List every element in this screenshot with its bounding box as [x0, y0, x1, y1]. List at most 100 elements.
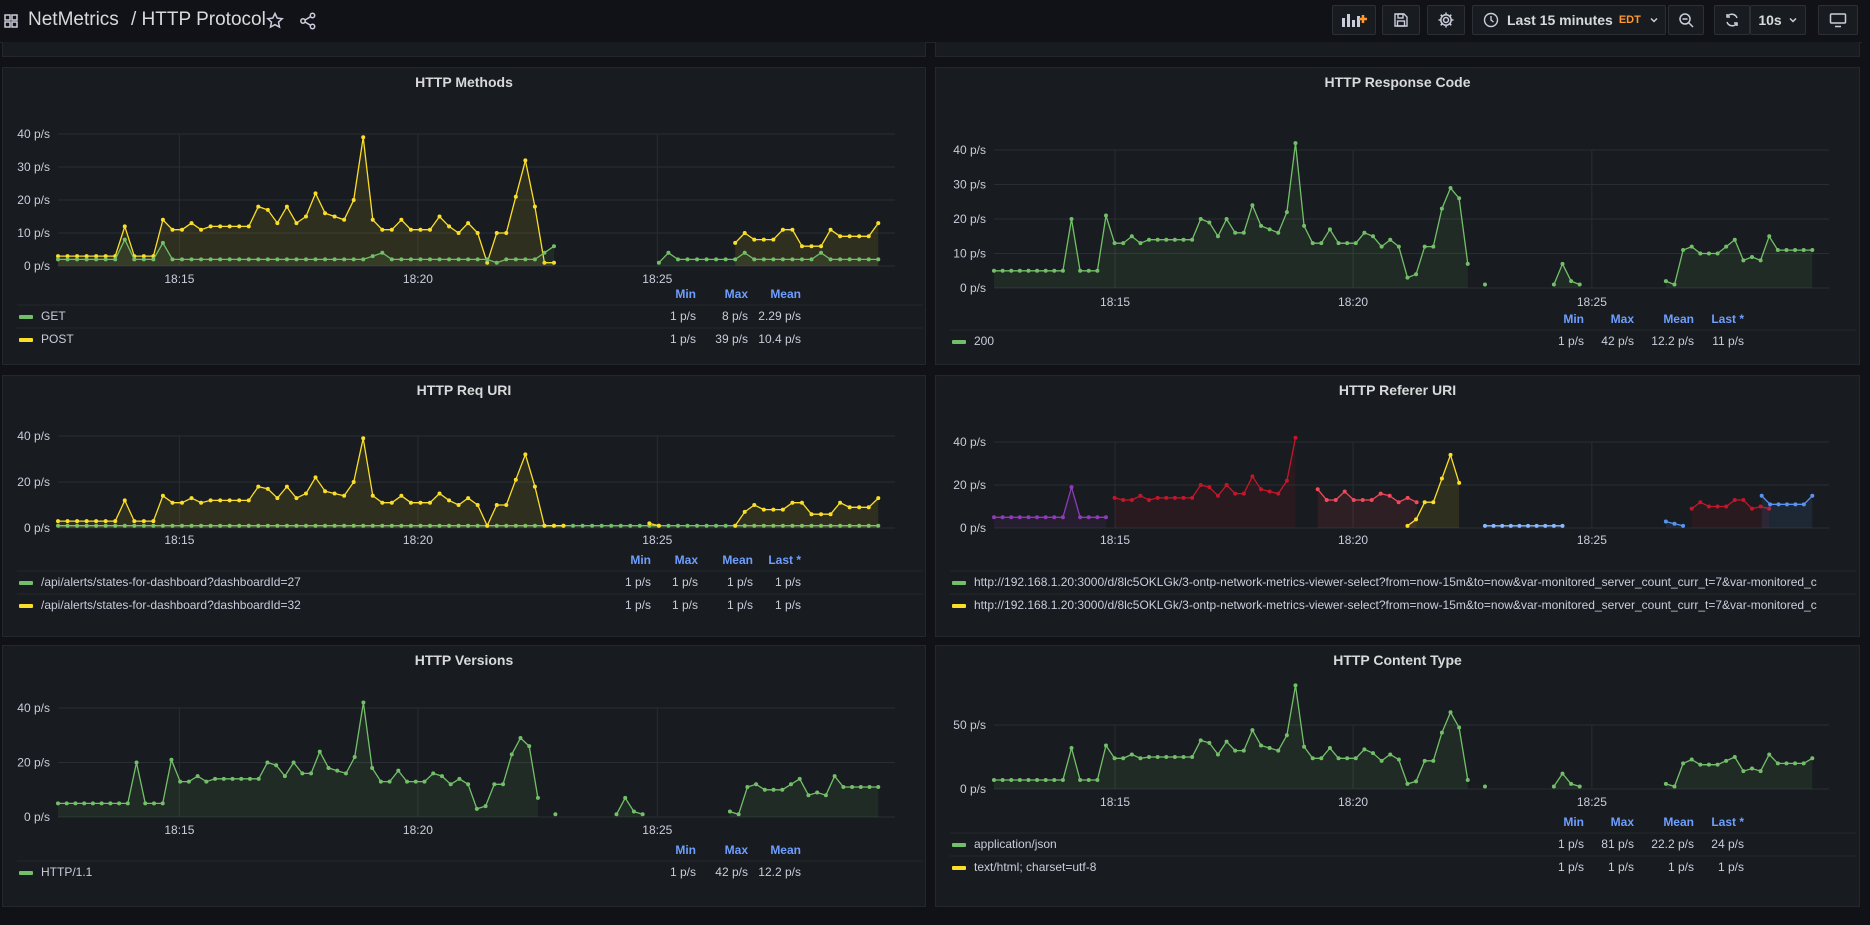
timezone-label: EDT [1618, 14, 1641, 26]
data-point [227, 523, 232, 528]
graph-http-methods[interactable]: 40 p/s 30 p/s 20 p/s 10 p/s 0 p/s 18:15 18:20 1… [3, 68, 927, 366]
data-point [1663, 781, 1668, 786]
legend-color-swatch[interactable] [19, 338, 33, 342]
legend-value: 81 p/s [1601, 837, 1634, 851]
data-point [475, 523, 480, 528]
legend-column-header[interactable]: Min [675, 843, 696, 857]
panel-title[interactable]: HTTP Content Type [1333, 652, 1462, 668]
legend-color-swatch[interactable] [19, 604, 33, 608]
breadcrumb-org[interactable]: NetMetrics [28, 9, 119, 30]
legend-color-swatch[interactable] [952, 340, 966, 344]
vertical-scrollbar[interactable] [1862, 42, 1870, 925]
data-point [1172, 237, 1177, 242]
data-point [1534, 523, 1539, 528]
time-picker-button[interactable]: Last 15 minutes EDT [1472, 5, 1666, 35]
x-tick-label: 18:20 [403, 533, 433, 547]
legend-column-header[interactable]: Min [1563, 312, 1584, 326]
data-point [847, 505, 852, 510]
cycle-view-mode-button[interactable] [1818, 5, 1858, 35]
panel-title[interactable]: HTTP Req URI [416, 382, 512, 398]
data-point [456, 523, 461, 528]
data-point [56, 254, 60, 259]
legend-column-header[interactable]: Max [1611, 815, 1635, 829]
data-point [427, 257, 432, 262]
legend-series-name[interactable]: 200 [974, 334, 994, 348]
data-point [1069, 217, 1074, 221]
legend-series-name[interactable]: /api/alerts/states-for-dashboard?dashboa… [41, 598, 301, 612]
legend-series-name[interactable]: POST [41, 332, 74, 346]
data-point [399, 493, 404, 498]
data-point [542, 250, 547, 255]
legend-series-name[interactable]: application/json [974, 837, 1057, 851]
data-point [799, 500, 804, 505]
apps-grid-icon[interactable] [4, 14, 18, 28]
graph-http-req-uri[interactable]: 40 p/s 20 p/s 0 p/s 18:15 18:20 18:25 Min Max Me… [3, 376, 927, 638]
y-tick-label: 40 p/s [953, 435, 986, 449]
save-dashboard-button[interactable] [1382, 5, 1420, 35]
legend-column-header[interactable]: Min [630, 553, 651, 567]
legend-color-swatch[interactable] [19, 315, 33, 319]
data-point [1439, 206, 1444, 211]
data-point [199, 523, 204, 528]
star-icon[interactable] [266, 11, 284, 30]
panel-title[interactable]: HTTP Versions [414, 652, 514, 668]
data-point [218, 257, 223, 262]
data-point [1810, 248, 1815, 253]
legend-column-header[interactable]: Mean [1663, 312, 1694, 326]
data-point [494, 231, 499, 235]
panel-title[interactable]: HTTP Response Code [1324, 74, 1471, 90]
legend-column-header[interactable]: Min [1563, 815, 1584, 829]
panel-title[interactable]: HTTP Referer URI [1338, 382, 1457, 398]
legend-color-swatch[interactable] [952, 843, 966, 847]
legend-color-swatch[interactable] [952, 866, 966, 870]
breadcrumb-dashboard[interactable]: / HTTP Protocol [131, 9, 266, 30]
legend-column-header[interactable]: Last * [1711, 815, 1744, 829]
graph-http-content-type[interactable]: 50 p/s 0 p/s 18:15 18:20 18:25 Min Max Mean Last… [936, 646, 1861, 908]
legend-color-swatch[interactable] [19, 871, 33, 875]
data-point [1560, 261, 1565, 266]
data-point [1121, 756, 1126, 761]
legend-series-name[interactable]: text/html; charset=utf-8 [974, 860, 1097, 874]
legend-column-header[interactable]: Last * [1711, 312, 1744, 326]
legend-series-name[interactable]: GET [41, 309, 66, 323]
legend-column-header[interactable]: Max [675, 553, 699, 567]
legend-value: 24 p/s [1711, 837, 1744, 851]
graph-http-response-code[interactable]: 40 p/s 30 p/s 20 p/s 10 p/s 0 p/s 18:15 18:20 1… [936, 68, 1861, 366]
legend-column-header[interactable]: Max [725, 287, 749, 301]
legend-column-header[interactable]: Mean [770, 843, 801, 857]
legend-column-header[interactable]: Last * [768, 553, 801, 567]
zoom-out-button[interactable] [1668, 5, 1704, 35]
dashboard-settings-button[interactable] [1427, 5, 1465, 35]
legend-column-header[interactable]: Mean [722, 553, 753, 567]
legend-column-header[interactable]: Max [1611, 312, 1635, 326]
legend-column-header[interactable]: Mean [1663, 815, 1694, 829]
legend-column-header[interactable]: Mean [770, 287, 801, 301]
data-point [714, 257, 719, 262]
legend-color-swatch[interactable] [19, 581, 33, 585]
series-line [1553, 772, 1580, 788]
legend-color-swatch[interactable] [952, 604, 966, 608]
data-point [1422, 758, 1427, 763]
legend-column-header[interactable]: Min [675, 287, 696, 301]
legend-column-header[interactable]: Max [725, 843, 749, 857]
data-point [170, 523, 175, 528]
panel-title[interactable]: HTTP Methods [415, 74, 513, 90]
add-panel-button[interactable] [1332, 5, 1376, 35]
legend-color-swatch[interactable] [952, 581, 966, 585]
share-icon[interactable] [299, 12, 317, 30]
data-point [1378, 491, 1383, 496]
refresh-button[interactable] [1714, 5, 1750, 35]
legend-series-name[interactable]: http://192.168.1.20:3000/d/8lc5OKLGk/3-o… [974, 575, 1817, 589]
data-point [1095, 778, 1100, 783]
data-point [876, 523, 881, 528]
data-point [294, 523, 299, 528]
data-point [614, 812, 619, 817]
legend-series-name[interactable]: HTTP/1.1 [41, 865, 93, 879]
legend-series-name[interactable]: http://192.168.1.20:3000/d/8lc5OKLGk/3-o… [974, 598, 1817, 612]
data-point [170, 257, 175, 262]
data-point [1698, 500, 1703, 505]
legend-series-name[interactable]: /api/alerts/states-for-dashboard?dashboa… [41, 575, 301, 589]
graph-http-referer-uri[interactable]: 40 p/s 20 p/s 0 p/s 18:15 18:20 18:25 http://1… [936, 376, 1861, 638]
refresh-interval-picker[interactable]: 10s [1750, 5, 1806, 35]
